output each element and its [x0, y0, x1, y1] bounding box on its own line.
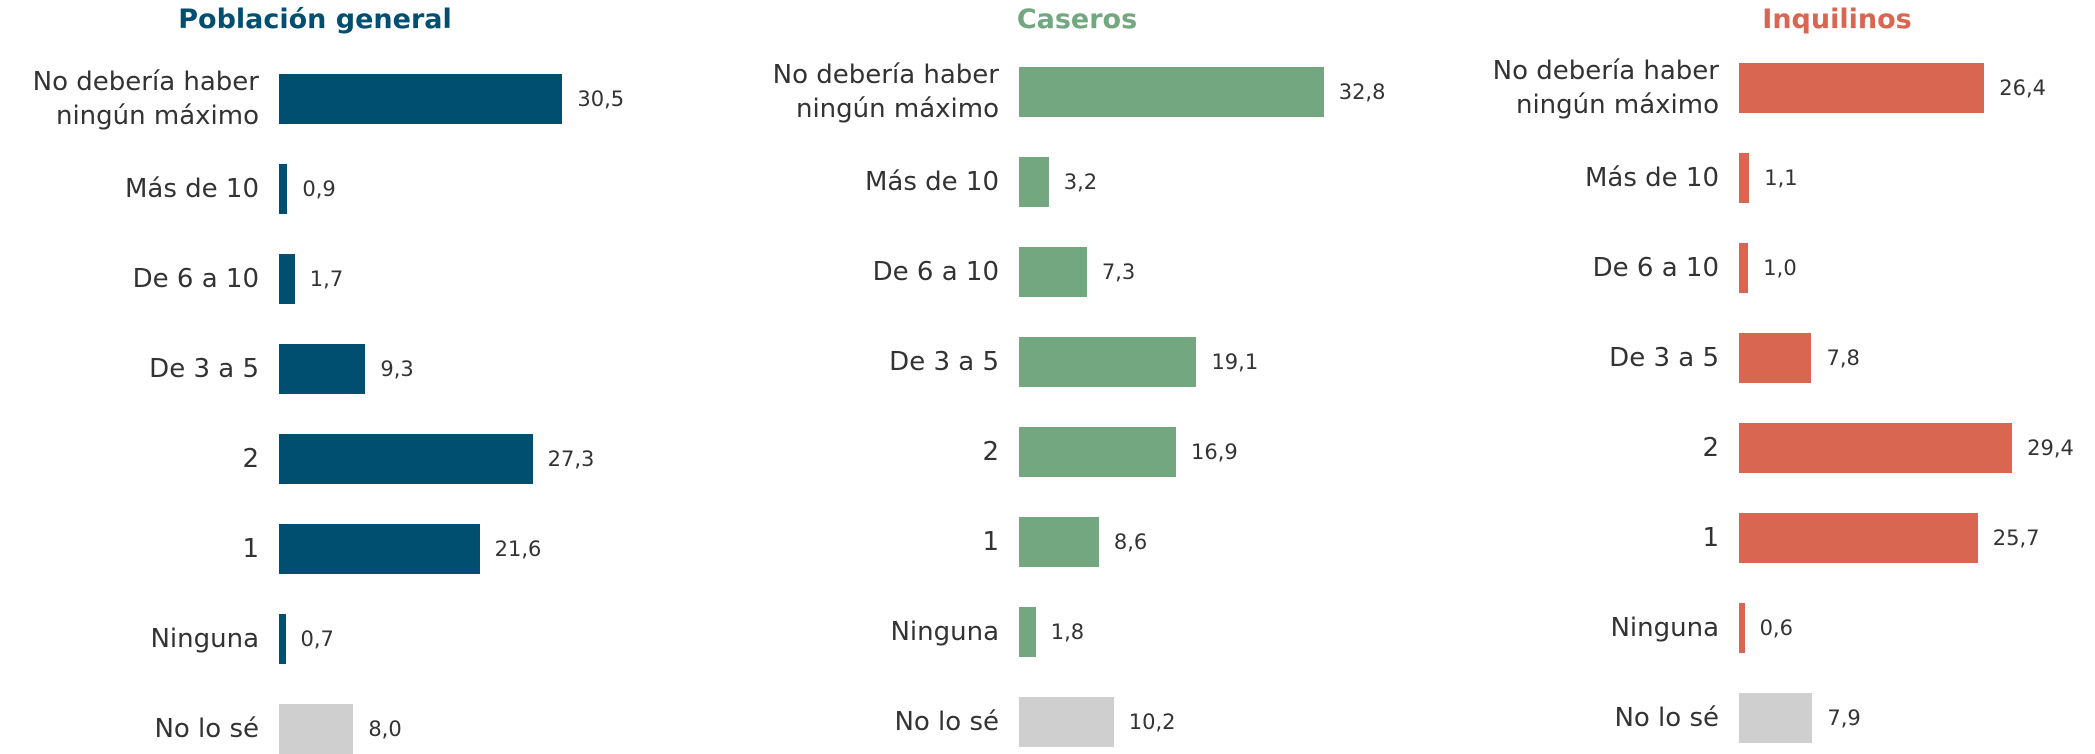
bar: [1739, 243, 1749, 293]
value-label: 21,6: [494, 537, 542, 561]
bar: [279, 254, 295, 304]
category-label: No debería haber ningún máximo: [772, 60, 999, 124]
category-label: No lo sé: [894, 707, 999, 737]
bar: [1739, 513, 1978, 563]
chart-title: Caseros: [1016, 4, 1138, 35]
value-label: 3,2: [1063, 170, 1098, 194]
bar: [279, 524, 480, 574]
value-label: 29,4: [2027, 436, 2074, 460]
bar: [1019, 337, 1197, 387]
value-label: 16,9: [1191, 440, 1238, 464]
value-label: 1,1: [1764, 166, 1798, 190]
value-label: 0,6: [1759, 616, 1793, 640]
value-label: 7,8: [1826, 346, 1860, 370]
bar: [279, 434, 533, 484]
bar: [1019, 247, 1087, 297]
value-label: 7,3: [1101, 260, 1136, 284]
bar: [1019, 427, 1176, 477]
category-label: Ninguna: [1610, 613, 1719, 643]
value-label: 1,8: [1050, 620, 1085, 644]
value-label: 19,1: [1211, 350, 1259, 374]
category-label: 2: [982, 437, 999, 467]
bar: [279, 164, 288, 214]
category-label: Más de 10: [864, 167, 999, 197]
chart-title: Inquilinos: [1762, 4, 1912, 35]
category-label: 2: [242, 444, 259, 474]
category-label: Más de 10: [1584, 163, 1719, 193]
category-label: 1: [242, 534, 259, 564]
value-label: 10,2: [1128, 710, 1176, 734]
category-label: Ninguna: [890, 617, 999, 647]
value-label: 0,9: [302, 177, 336, 201]
category-label: Más de 10: [124, 174, 259, 204]
bar: [1019, 67, 1324, 117]
category-label: De 3 a 5: [889, 347, 999, 377]
bar: [1019, 157, 1049, 207]
bar: [1739, 423, 2013, 473]
bar: [1739, 333, 1812, 383]
category-label: 2: [1702, 433, 1719, 463]
bar: [1019, 517, 1099, 567]
value-label: 0,7: [300, 627, 334, 651]
bar: [1019, 697, 1114, 747]
category-label: No lo sé: [1614, 703, 1719, 733]
value-label: 27,3: [547, 447, 595, 471]
category-label: No debería haber ningún máximo: [32, 67, 259, 131]
bar: [279, 74, 563, 124]
value-label: 9,3: [380, 357, 414, 381]
value-label: 7,9: [1827, 706, 1861, 730]
category-label: No lo sé: [154, 714, 259, 744]
category-label: Ninguna: [150, 624, 259, 654]
bar: [1739, 153, 1750, 203]
category-label: De 3 a 5: [149, 354, 259, 384]
value-label: 25,7: [1992, 526, 2040, 550]
category-label: De 6 a 10: [872, 257, 999, 287]
value-label: 8,0: [368, 717, 402, 741]
value-label: 1,0: [1763, 256, 1797, 280]
value-label: 1,7: [309, 267, 344, 291]
category-label: De 6 a 10: [132, 264, 259, 294]
chart-title: Población general: [178, 4, 452, 35]
value-label: 32,8: [1338, 80, 1386, 104]
bar: [279, 614, 286, 664]
bar: [1019, 607, 1036, 657]
category-label: De 6 a 10: [1592, 253, 1719, 283]
category-label: No debería haber ningún máximo: [1492, 56, 1719, 120]
bar: [1739, 603, 1745, 653]
value-label: 8,6: [1113, 530, 1148, 554]
category-label: 1: [982, 527, 999, 557]
bar: [1739, 63, 1985, 113]
category-label: 1: [1702, 523, 1719, 553]
category-label: De 3 a 5: [1609, 343, 1719, 373]
bar: [279, 344, 366, 394]
value-label: 30,5: [577, 87, 625, 111]
value-label: 26,4: [1999, 76, 2047, 100]
bar: [1739, 693, 1813, 743]
bar: [279, 704, 354, 754]
